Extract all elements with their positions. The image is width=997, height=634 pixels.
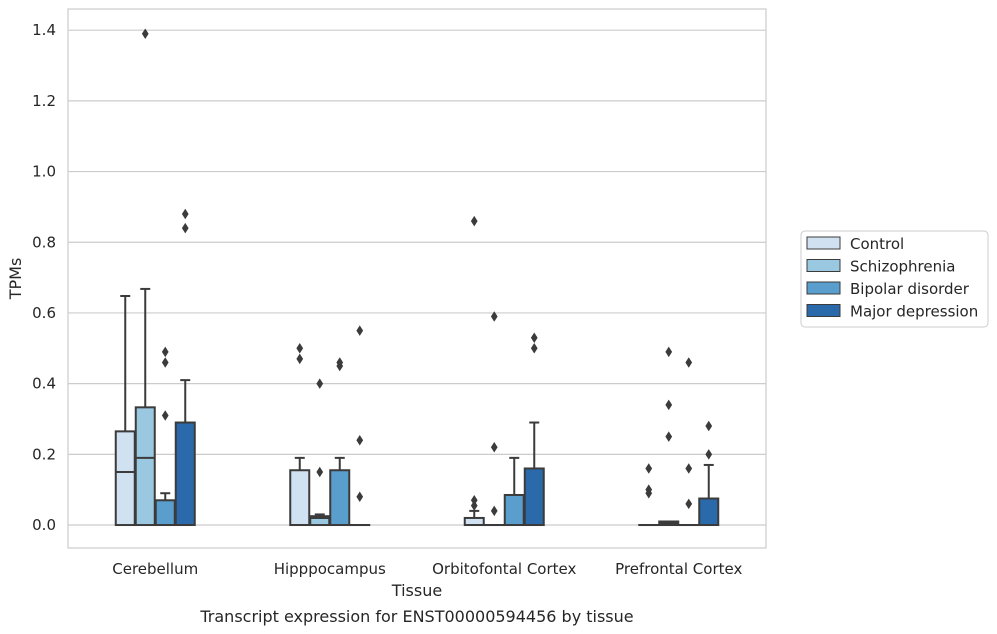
legend-label: Major depression [850, 303, 978, 321]
outlier-points [141, 28, 713, 517]
box-group [329, 456, 351, 527]
box [134, 406, 156, 527]
legend-label: Bipolar disorder [850, 280, 970, 298]
box [154, 499, 176, 527]
y-tick-label: 1.4 [32, 21, 56, 39]
outlier-point [665, 431, 673, 442]
outlier-point [665, 346, 673, 358]
x-tick-label: Cerebellum [112, 560, 198, 578]
box-group [114, 294, 136, 527]
outlier-point [490, 505, 498, 517]
outlier-point [685, 463, 693, 474]
legend-label: Schizophrenia [850, 258, 955, 276]
outlier-point [530, 343, 538, 354]
legend-swatch [806, 281, 841, 295]
legend-label: Control [850, 235, 904, 253]
box [114, 430, 136, 527]
x-tick-label: Prefrontal Cortex [615, 560, 742, 578]
y-tick-labels: 0.0 0.2 0.4 0.6 0.8 1.0 1.2 1.4 [32, 21, 56, 534]
y-tick-label: 0.6 [32, 304, 56, 322]
box-group [658, 520, 680, 527]
box-group [503, 456, 525, 527]
box [174, 421, 196, 527]
box [698, 497, 720, 527]
box [289, 469, 311, 527]
box-plot-marks [114, 287, 720, 527]
y-tick-label: 0.8 [32, 233, 56, 251]
outlier-point [665, 399, 673, 411]
box-group [154, 492, 176, 527]
plot-frame [67, 8, 767, 549]
outlier-point [470, 215, 478, 227]
box-group [463, 509, 485, 527]
outlier-point [316, 378, 324, 389]
legend-swatch [806, 304, 841, 317]
outlier-point [161, 346, 169, 358]
y-tick-label: 1.0 [32, 163, 56, 181]
outlier-point [161, 357, 169, 368]
outlier-point [530, 332, 538, 343]
box [503, 493, 525, 527]
y-axis-label: TPMs [6, 258, 25, 301]
outlier-point [685, 357, 693, 368]
outlier-point [296, 343, 304, 354]
outlier-point [356, 491, 364, 503]
outlier-point [705, 449, 713, 460]
y-tick-label: 0.4 [32, 375, 56, 393]
x-tick-labels: Cerebellum Hipppocampus Orbitofontal Corte… [112, 560, 742, 578]
x-tick-label: Hipppocampus [274, 560, 386, 578]
y-tick-label: 1.2 [32, 92, 56, 110]
legend-swatch [806, 236, 841, 250]
box [523, 467, 545, 527]
chart-title: Transcript expression for ENST0000059445… [199, 607, 633, 626]
x-tick-label: Orbitofontal Cortex [432, 560, 576, 578]
box-group [174, 379, 196, 527]
outlier-point [645, 484, 653, 495]
y-tick-label: 0.2 [32, 445, 56, 463]
outlier-point [336, 357, 344, 368]
legend-frame [800, 230, 989, 328]
legend-swatch [806, 259, 841, 272]
box [463, 516, 485, 527]
grid-lines [68, 29, 766, 526]
outlier-point [470, 500, 478, 511]
outlier-point [356, 325, 364, 336]
outlier-point [316, 466, 324, 478]
box-group [698, 463, 720, 527]
legend: Control Schizophrenia Bipolar disorder Majo… [800, 230, 989, 328]
outlier-point [181, 222, 189, 234]
outlier-point [705, 420, 713, 432]
outlier-point [490, 442, 498, 453]
box-group [523, 421, 545, 527]
box [329, 469, 351, 527]
outlier-point [470, 495, 478, 506]
outlier-point [645, 463, 653, 474]
box-group [134, 287, 156, 527]
outlier-point [141, 28, 149, 39]
y-tick-label: 0.0 [32, 516, 56, 534]
outlier-point [356, 434, 364, 446]
box-group [289, 456, 311, 527]
x-axis-label: Tissue [391, 581, 442, 600]
outlier-point [685, 498, 693, 510]
outlier-point [296, 353, 304, 365]
outlier-point [490, 311, 498, 322]
box-group [309, 513, 331, 527]
outlier-point [181, 208, 189, 220]
outlier-point [161, 410, 169, 421]
